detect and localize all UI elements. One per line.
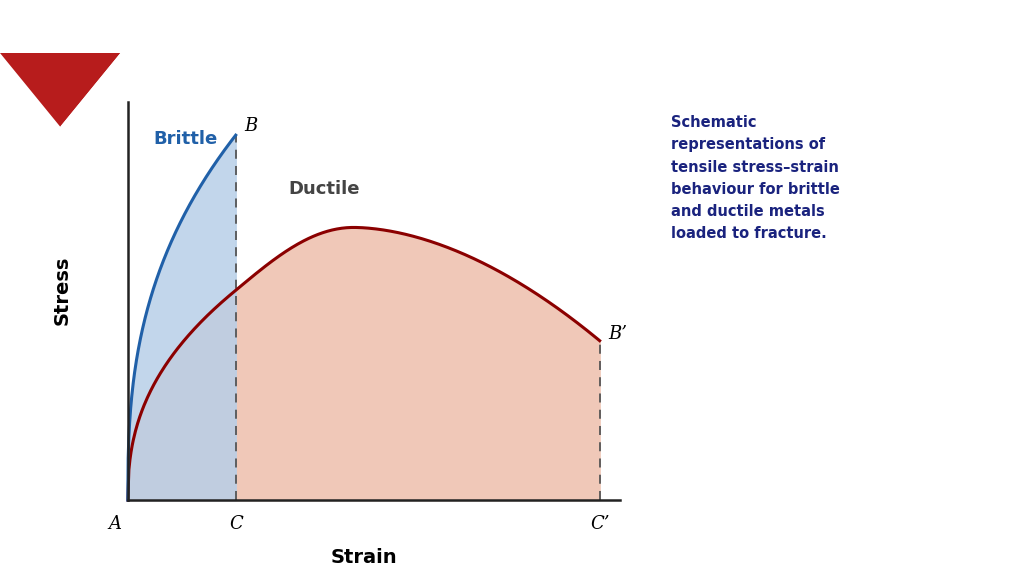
Text: A: A	[109, 516, 122, 533]
Text: Brittle: Brittle	[153, 130, 217, 147]
Text: Stress: Stress	[53, 256, 72, 325]
Text: Ductile: Ductile	[289, 180, 359, 198]
Text: Engineered for Tomorrow: Engineered for Tomorrow	[790, 23, 998, 38]
Polygon shape	[0, 53, 143, 127]
Text: C’: C’	[590, 516, 609, 533]
Text: C: C	[228, 516, 243, 533]
Text: B’: B’	[608, 325, 628, 343]
Polygon shape	[0, 53, 121, 127]
Text: Strain: Strain	[331, 548, 397, 567]
Text: Schematic
representations of
tensile stress–strain
behaviour for brittle
and duc: Schematic representations of tensile str…	[671, 115, 840, 241]
Text: B: B	[245, 117, 258, 135]
